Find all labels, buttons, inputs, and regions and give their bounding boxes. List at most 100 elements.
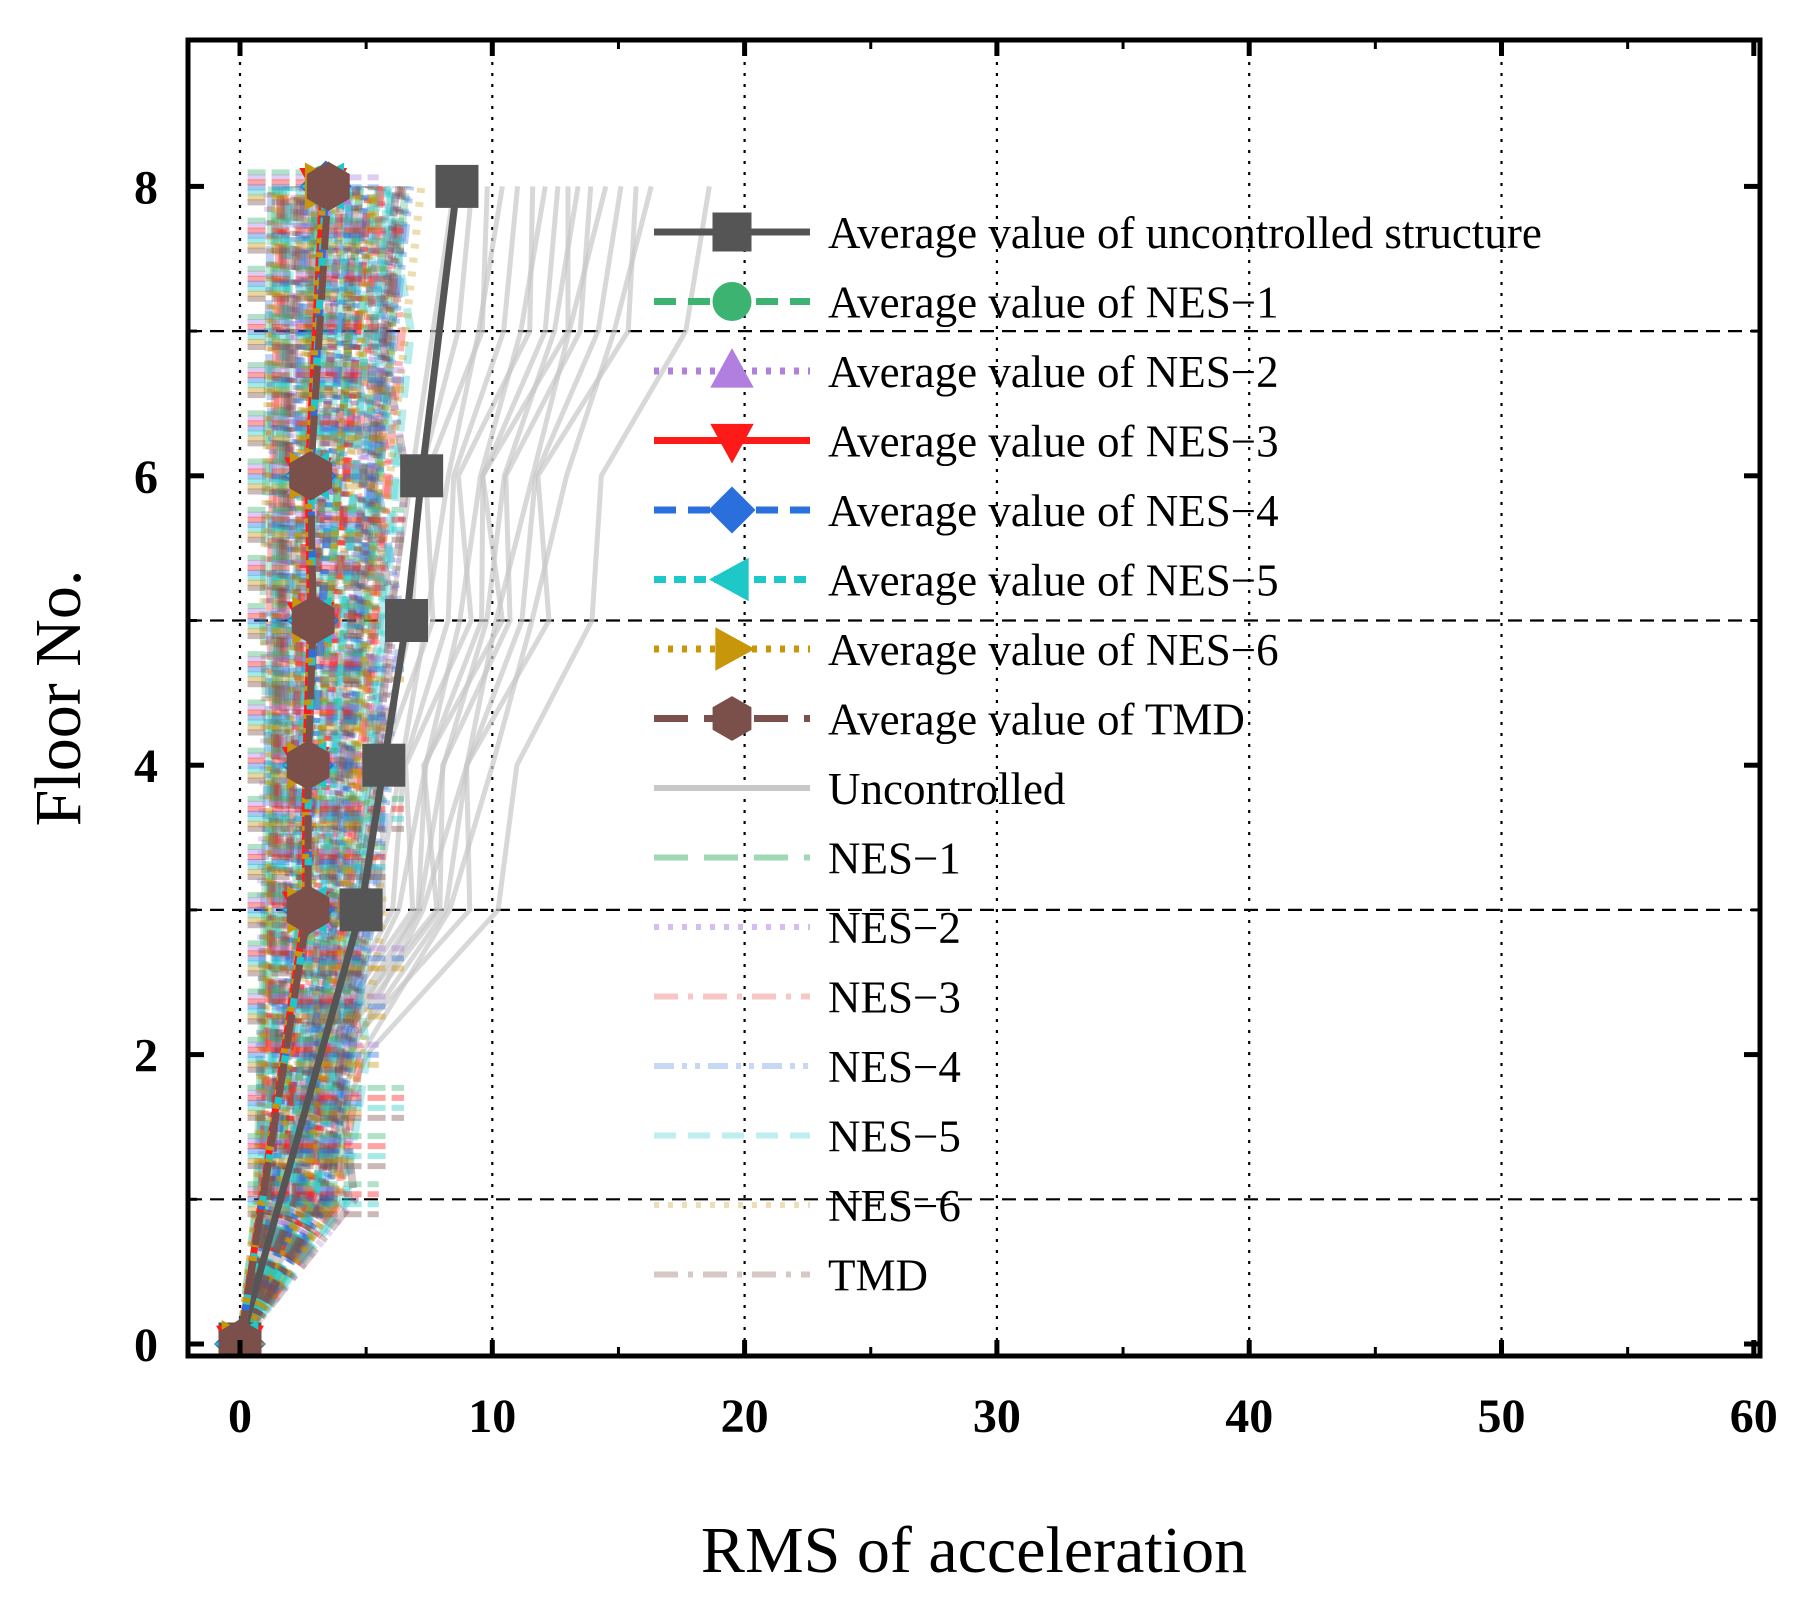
series-1-point	[435, 164, 479, 208]
y-tick-label: 0	[134, 1319, 158, 1372]
controlled-record-curve	[236, 186, 320, 1346]
controlled-record-curve	[236, 186, 335, 1346]
controlled-record-curve	[236, 186, 295, 1345]
controlled-record-curve	[236, 185, 353, 1346]
x-axis-title: RMS of acceleration	[701, 1514, 1247, 1587]
controlled-record-curve	[236, 186, 343, 1346]
controlled-record-curve	[236, 185, 398, 1347]
series-8-point	[286, 885, 330, 935]
controlled-record-curve	[236, 186, 364, 1346]
x-tick-label: 0	[228, 1390, 252, 1443]
legend-label: NES−1	[828, 834, 961, 884]
legend-swatch-marker	[712, 696, 752, 741]
legend-swatch-marker	[715, 627, 755, 671]
controlled-record-curve	[236, 185, 407, 1347]
controlled-record-curve	[236, 186, 392, 1346]
series-1-point	[385, 599, 429, 642]
legend-label: NES−2	[828, 903, 961, 953]
controlled-record-curve	[236, 186, 362, 1346]
controlled-record-curve	[236, 186, 286, 1345]
controlled-record-curve	[236, 186, 369, 1347]
y-tick-label: 4	[134, 740, 158, 793]
controlled-record-curve	[236, 186, 356, 1346]
controlled-record-curve	[236, 186, 329, 1346]
series-8-point	[291, 595, 335, 646]
series-1-point	[339, 888, 383, 932]
legend-label: Uncontrolled	[828, 764, 1065, 814]
controlled-record-curve	[236, 185, 380, 1346]
legend-label: Average value of NES−6	[828, 625, 1279, 675]
controlled-record-curve	[236, 186, 383, 1346]
controlled-record-curve	[236, 186, 410, 1347]
legend: Average value of uncontrolled structure A…	[654, 208, 1542, 1301]
controlled-record-curve	[236, 186, 306, 1345]
controlled-record-curve	[236, 186, 306, 1345]
controlled-record-curve	[236, 186, 285, 1345]
legend-label: NES−3	[828, 973, 961, 1023]
legend-swatch-marker	[709, 557, 749, 602]
controlled-record-curve	[236, 186, 353, 1346]
legend-swatch-marker	[710, 348, 754, 388]
plot-frame	[185, 37, 1763, 1359]
controlled-record-curve	[236, 186, 386, 1347]
controlled-record-curve	[236, 185, 389, 1347]
x-tick-label: 40	[1225, 1390, 1273, 1443]
average-series	[214, 160, 479, 1356]
legend-label: Average value of NES−5	[828, 556, 1279, 606]
controlled-record-curve	[236, 186, 276, 1345]
legend-label: Average value of uncontrolled structure	[828, 208, 1542, 258]
uncontrolled-record-curve	[237, 185, 712, 1346]
controlled-record-curve	[236, 185, 371, 1346]
y-tick-label: 2	[134, 1030, 158, 1083]
series-8-point	[289, 451, 333, 501]
controlled-record-curve	[236, 186, 278, 1345]
y-tick-label: 6	[134, 451, 158, 504]
legend-label: Average value of TMD	[828, 695, 1245, 745]
legend-label: NES−4	[828, 1042, 961, 1092]
series-8-line	[236, 186, 332, 1345]
legend-swatch-marker	[712, 282, 752, 321]
controlled-record-curve	[236, 186, 407, 1347]
controlled-record-curve	[236, 186, 303, 1345]
controlled-record-curve	[236, 186, 378, 1346]
controlled-record-curve	[236, 186, 291, 1345]
controlled-record-curve	[236, 186, 290, 1345]
controlled-record-curve	[236, 185, 344, 1346]
controlled-record-curve	[236, 186, 331, 1346]
x-tick-label: 50	[1478, 1390, 1526, 1443]
controlled-record-curve	[236, 186, 280, 1345]
x-tick-label: 30	[973, 1390, 1021, 1443]
y-tick-label: 8	[134, 161, 158, 214]
controlled-record-curve	[236, 186, 360, 1346]
series-1-point	[400, 454, 444, 498]
series-1-point	[362, 743, 406, 787]
legend-label: NES−6	[828, 1181, 961, 1231]
x-tick-label: 20	[721, 1390, 769, 1443]
controlled-record-curve	[236, 186, 312, 1346]
grid	[188, 40, 1760, 1356]
controlled-record-curve	[236, 186, 289, 1345]
controlled-record-curve	[236, 186, 276, 1345]
controlled-record-curve	[236, 186, 364, 1346]
controlled-record-curve	[236, 186, 365, 1346]
controlled-record-curve	[236, 186, 355, 1346]
controlled-record-curve	[236, 186, 369, 1347]
axis-ticks: 0 10 20 30 40 50 60 0 2 4 6 8	[134, 40, 1778, 1443]
series-8-point	[286, 740, 330, 790]
legend-label: Average value of NES−4	[828, 486, 1279, 536]
controlled-record-curve	[236, 186, 401, 1347]
series-1-line	[236, 185, 461, 1345]
x-tick-label: 10	[468, 1390, 516, 1443]
controlled-record-curve	[236, 186, 294, 1345]
series-8-point	[306, 161, 350, 212]
controlled-record-curve	[236, 186, 286, 1345]
legend-swatch-marker	[712, 212, 752, 252]
controlled-record-curve	[236, 186, 377, 1347]
controlled-record-curve	[236, 186, 318, 1346]
legend-swatch-marker	[710, 423, 754, 464]
uncontrolled-record-curve	[237, 185, 654, 1345]
controlled-record-curve	[236, 185, 398, 1347]
controlled-record-curve	[236, 186, 318, 1346]
controlled-record-curve	[236, 186, 394, 1347]
controlled-record-curve	[236, 186, 373, 1346]
